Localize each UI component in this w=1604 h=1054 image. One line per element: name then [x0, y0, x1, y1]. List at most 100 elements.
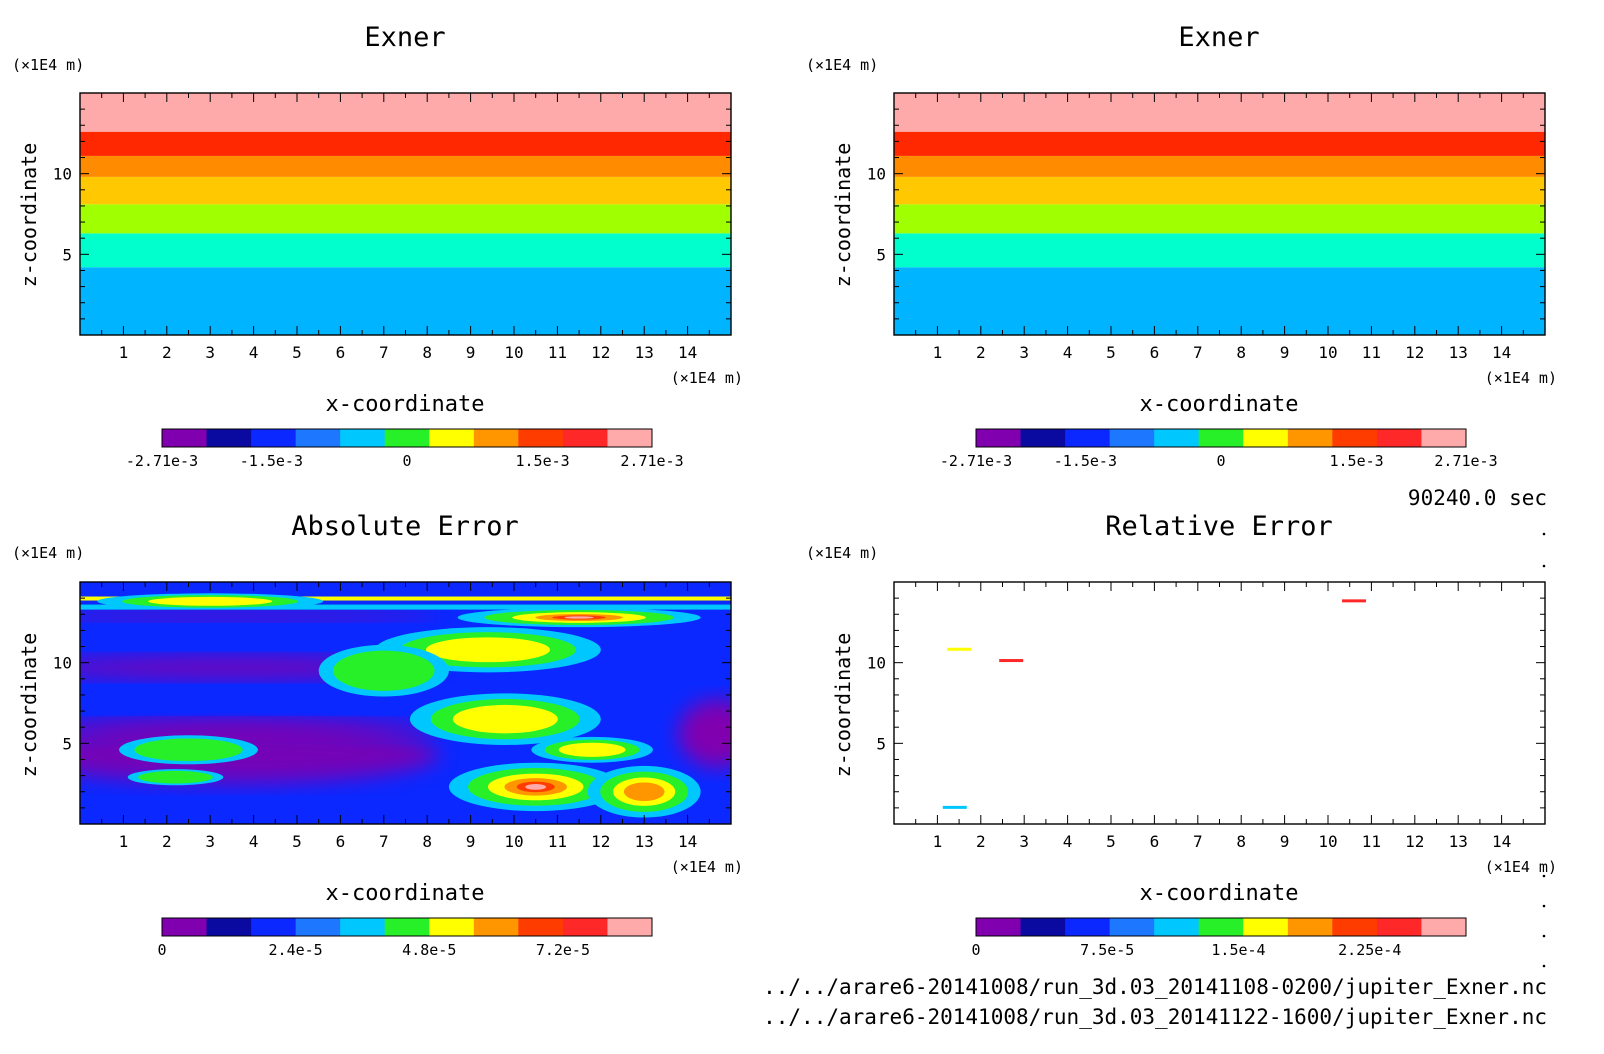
colorbar-swatch — [1065, 918, 1111, 936]
panel-title: Exner — [364, 22, 445, 53]
contour-band — [80, 155, 731, 177]
x-tick-label: 13 — [1449, 343, 1468, 362]
x-tick-label: 10 — [504, 832, 523, 851]
colorbar-swatch — [562, 918, 608, 936]
x-tick-label: 12 — [591, 832, 610, 851]
x-tick-label: 1 — [933, 343, 943, 362]
colorbar-swatch — [1287, 429, 1333, 447]
x-tick-label: 5 — [292, 343, 302, 362]
colorbar-swatch — [340, 918, 386, 936]
x-tick-label: 4 — [1063, 343, 1073, 362]
contour-blob — [452, 704, 558, 734]
colorbar-label: -2.71e-3 — [940, 452, 1012, 470]
x-tick-label: 7 — [379, 343, 389, 362]
x-tick-label: 2 — [976, 832, 986, 851]
contour-band — [894, 233, 1545, 268]
contour-blob — [333, 650, 435, 691]
time-label: 90240.0 sec — [1408, 486, 1547, 510]
panel-title: Relative Error — [1105, 511, 1333, 542]
colorbar-swatch — [1154, 429, 1200, 447]
y-axis-label: z-coordinate — [831, 633, 855, 778]
background-fill — [894, 582, 1545, 824]
colorbar-swatch — [473, 429, 519, 447]
colorbar-swatch — [1421, 429, 1467, 447]
x-tick-label: 3 — [1019, 343, 1029, 362]
colorbar-label: 2.25e-4 — [1338, 941, 1401, 959]
colorbar-label: 1.5e-3 — [516, 452, 570, 470]
x-axis-label: x-coordinate — [326, 881, 485, 906]
y-tick-label: 5 — [876, 734, 886, 753]
x-tick-label: 6 — [336, 832, 346, 851]
x-tick-label: 12 — [1405, 832, 1424, 851]
x-unit-label: (×1E4 m) — [1485, 858, 1557, 876]
x-unit-label: (×1E4 m) — [671, 858, 743, 876]
x-tick-label: 2 — [976, 343, 986, 362]
contour-fill — [80, 593, 731, 818]
x-tick-label: 6 — [336, 343, 346, 362]
colorbar-swatch — [162, 918, 208, 936]
contour-band — [894, 131, 1545, 156]
contour-band — [80, 204, 731, 234]
colorbar-swatch — [607, 918, 653, 936]
x-tick-label: 3 — [1019, 832, 1029, 851]
colorbar-swatch — [1376, 429, 1422, 447]
colorbar-swatch — [1154, 918, 1200, 936]
x-tick-label: 13 — [1449, 832, 1468, 851]
colorbar-swatch — [206, 429, 252, 447]
colorbar: 0 7.5e-5 1.5e-4 2.25e-4 — [971, 917, 1467, 959]
error-speck — [942, 805, 967, 809]
colorbar-swatch — [1287, 918, 1333, 936]
x-tick-label: 1 — [119, 343, 129, 362]
x-axis-label: x-coordinate — [1140, 392, 1299, 417]
x-tick-label: 9 — [466, 343, 476, 362]
colorbar-swatch — [1243, 918, 1289, 936]
x-tick-label: 14 — [1492, 832, 1511, 851]
colorbar-label: 2.71e-3 — [620, 452, 683, 470]
contour-band — [80, 267, 731, 335]
contour-blob — [134, 738, 243, 762]
colorbar-swatch — [162, 429, 208, 447]
file-path-1: ../../arare6-20141008/run_3d.03_20141108… — [763, 975, 1547, 999]
x-tick-label: 3 — [205, 832, 215, 851]
x-tick-label: 13 — [635, 343, 654, 362]
x-tick-label: 14 — [1492, 343, 1511, 362]
colorbar-frame — [975, 428, 1467, 448]
contour-blob — [148, 596, 273, 606]
y-tick-label: 10 — [53, 165, 72, 184]
x-tick-label: 8 — [1236, 832, 1246, 851]
x-tick-label: 1 — [933, 832, 943, 851]
x-tick-label: 4 — [249, 832, 259, 851]
y-axis-label: z-coordinate — [831, 143, 855, 288]
y-unit-label: (×1E4 m) — [12, 544, 84, 562]
colorbar-swatch — [976, 918, 1022, 936]
colorbar-swatch — [1065, 429, 1111, 447]
colorbar-label: 1.5e-3 — [1330, 452, 1384, 470]
contour-band — [894, 176, 1545, 205]
x-tick-label: 4 — [1063, 832, 1073, 851]
x-tick-label: 12 — [1405, 343, 1424, 362]
colorbar-label: -1.5e-3 — [1054, 452, 1117, 470]
colorbar-label: 0 — [1216, 452, 1225, 470]
colorbar-swatch — [518, 429, 564, 447]
colorbar-swatch — [1421, 918, 1467, 936]
contour-band — [894, 204, 1545, 234]
contour-band — [80, 233, 731, 268]
colorbar-swatch — [1020, 918, 1066, 936]
x-tick-label: 7 — [1193, 832, 1203, 851]
contour-blob — [138, 770, 213, 784]
y-unit-label: (×1E4 m) — [12, 56, 84, 74]
colorbar-swatch — [429, 429, 475, 447]
x-tick-label: 14 — [678, 832, 697, 851]
colorbar-swatch — [429, 918, 475, 936]
colorbar-label: 7.2e-5 — [536, 941, 590, 959]
colorbar-swatch — [1332, 918, 1378, 936]
contour-band — [894, 267, 1545, 335]
x-tick-label: 10 — [504, 343, 523, 362]
colorbar-swatch — [1109, 918, 1155, 936]
x-tick-label: 6 — [1150, 832, 1160, 851]
panel-title: Exner — [1178, 22, 1259, 53]
contour-stripe — [80, 604, 731, 610]
